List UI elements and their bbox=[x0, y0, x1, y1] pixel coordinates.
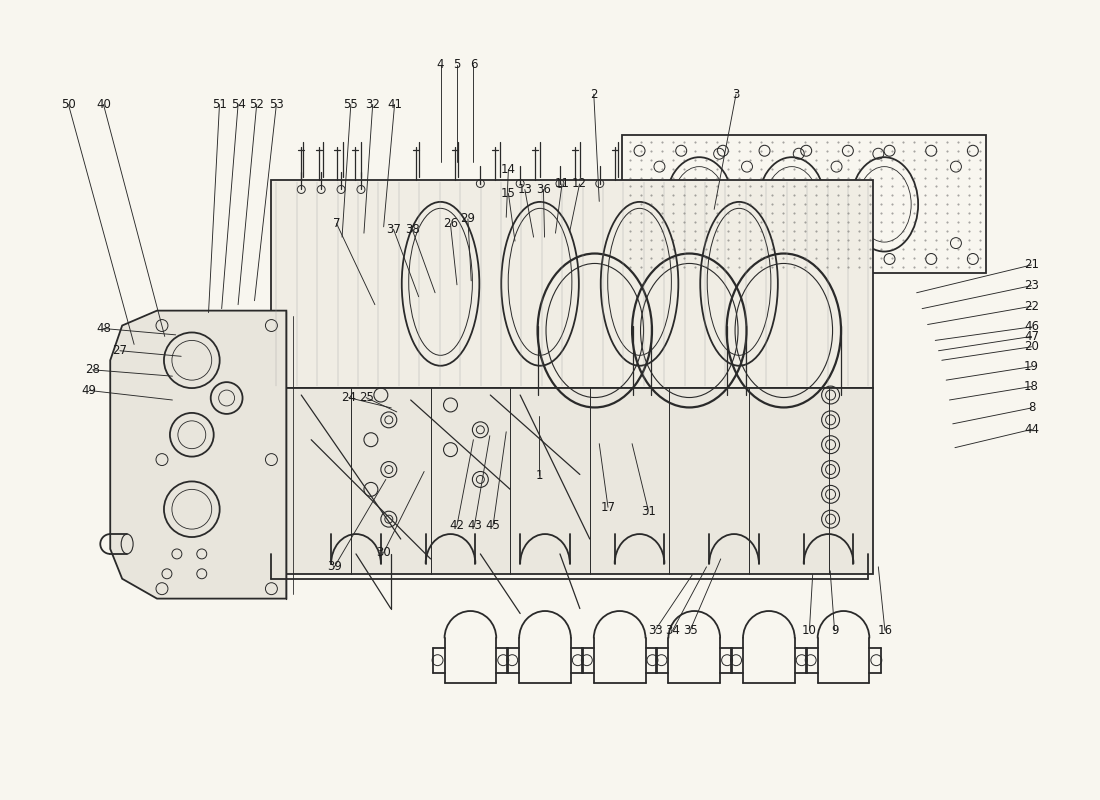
Text: 37: 37 bbox=[386, 222, 400, 236]
Text: 22: 22 bbox=[1024, 300, 1040, 313]
Text: 29: 29 bbox=[461, 212, 475, 226]
Text: 5: 5 bbox=[453, 58, 461, 71]
Text: 6: 6 bbox=[470, 58, 477, 71]
Text: 53: 53 bbox=[270, 98, 284, 111]
Text: 24: 24 bbox=[341, 391, 356, 404]
Text: 44: 44 bbox=[1024, 423, 1040, 436]
Text: 8: 8 bbox=[1027, 402, 1035, 414]
Text: 49: 49 bbox=[81, 384, 97, 397]
Text: 42: 42 bbox=[450, 519, 464, 532]
Text: 16: 16 bbox=[878, 624, 892, 637]
Text: 54: 54 bbox=[231, 98, 245, 111]
Text: 11: 11 bbox=[554, 178, 570, 190]
Text: 33: 33 bbox=[648, 624, 662, 637]
Polygon shape bbox=[110, 310, 286, 598]
Text: 43: 43 bbox=[468, 519, 482, 532]
Text: 18: 18 bbox=[1024, 380, 1040, 393]
Text: 32: 32 bbox=[365, 98, 381, 111]
Text: 15: 15 bbox=[500, 187, 516, 200]
Text: 41: 41 bbox=[387, 98, 403, 111]
Text: 21: 21 bbox=[1024, 258, 1040, 271]
Text: 38: 38 bbox=[405, 222, 419, 236]
Text: 28: 28 bbox=[85, 363, 100, 376]
Text: 14: 14 bbox=[500, 163, 516, 176]
Text: 48: 48 bbox=[96, 322, 111, 335]
Text: 34: 34 bbox=[666, 624, 680, 637]
Polygon shape bbox=[621, 135, 986, 273]
Text: 12: 12 bbox=[572, 178, 587, 190]
Text: 51: 51 bbox=[212, 98, 227, 111]
Text: 7: 7 bbox=[333, 217, 340, 230]
Polygon shape bbox=[272, 179, 873, 388]
Text: 36: 36 bbox=[536, 183, 551, 196]
Text: 47: 47 bbox=[1024, 330, 1040, 343]
Text: 40: 40 bbox=[96, 98, 111, 111]
Text: 9: 9 bbox=[830, 624, 838, 637]
Text: 35: 35 bbox=[683, 624, 697, 637]
Text: 31: 31 bbox=[641, 505, 656, 518]
Text: 55: 55 bbox=[343, 98, 359, 111]
Text: 20: 20 bbox=[1024, 340, 1040, 354]
Text: 27: 27 bbox=[112, 344, 128, 358]
Text: 10: 10 bbox=[802, 624, 817, 637]
Text: 13: 13 bbox=[517, 183, 532, 196]
Polygon shape bbox=[272, 388, 873, 574]
Text: 39: 39 bbox=[327, 560, 342, 574]
Text: 26: 26 bbox=[443, 217, 458, 230]
Text: 23: 23 bbox=[1024, 279, 1040, 292]
Text: 46: 46 bbox=[1024, 321, 1040, 334]
Text: 25: 25 bbox=[359, 391, 374, 404]
Text: 1: 1 bbox=[536, 469, 542, 482]
Text: 45: 45 bbox=[486, 519, 500, 532]
Text: 52: 52 bbox=[250, 98, 264, 111]
Text: 3: 3 bbox=[733, 88, 739, 101]
Text: 2: 2 bbox=[590, 88, 597, 101]
Text: 4: 4 bbox=[437, 58, 444, 71]
Text: 30: 30 bbox=[376, 546, 390, 559]
Text: 19: 19 bbox=[1024, 360, 1040, 373]
Text: 17: 17 bbox=[601, 501, 616, 514]
Text: 50: 50 bbox=[62, 98, 76, 111]
